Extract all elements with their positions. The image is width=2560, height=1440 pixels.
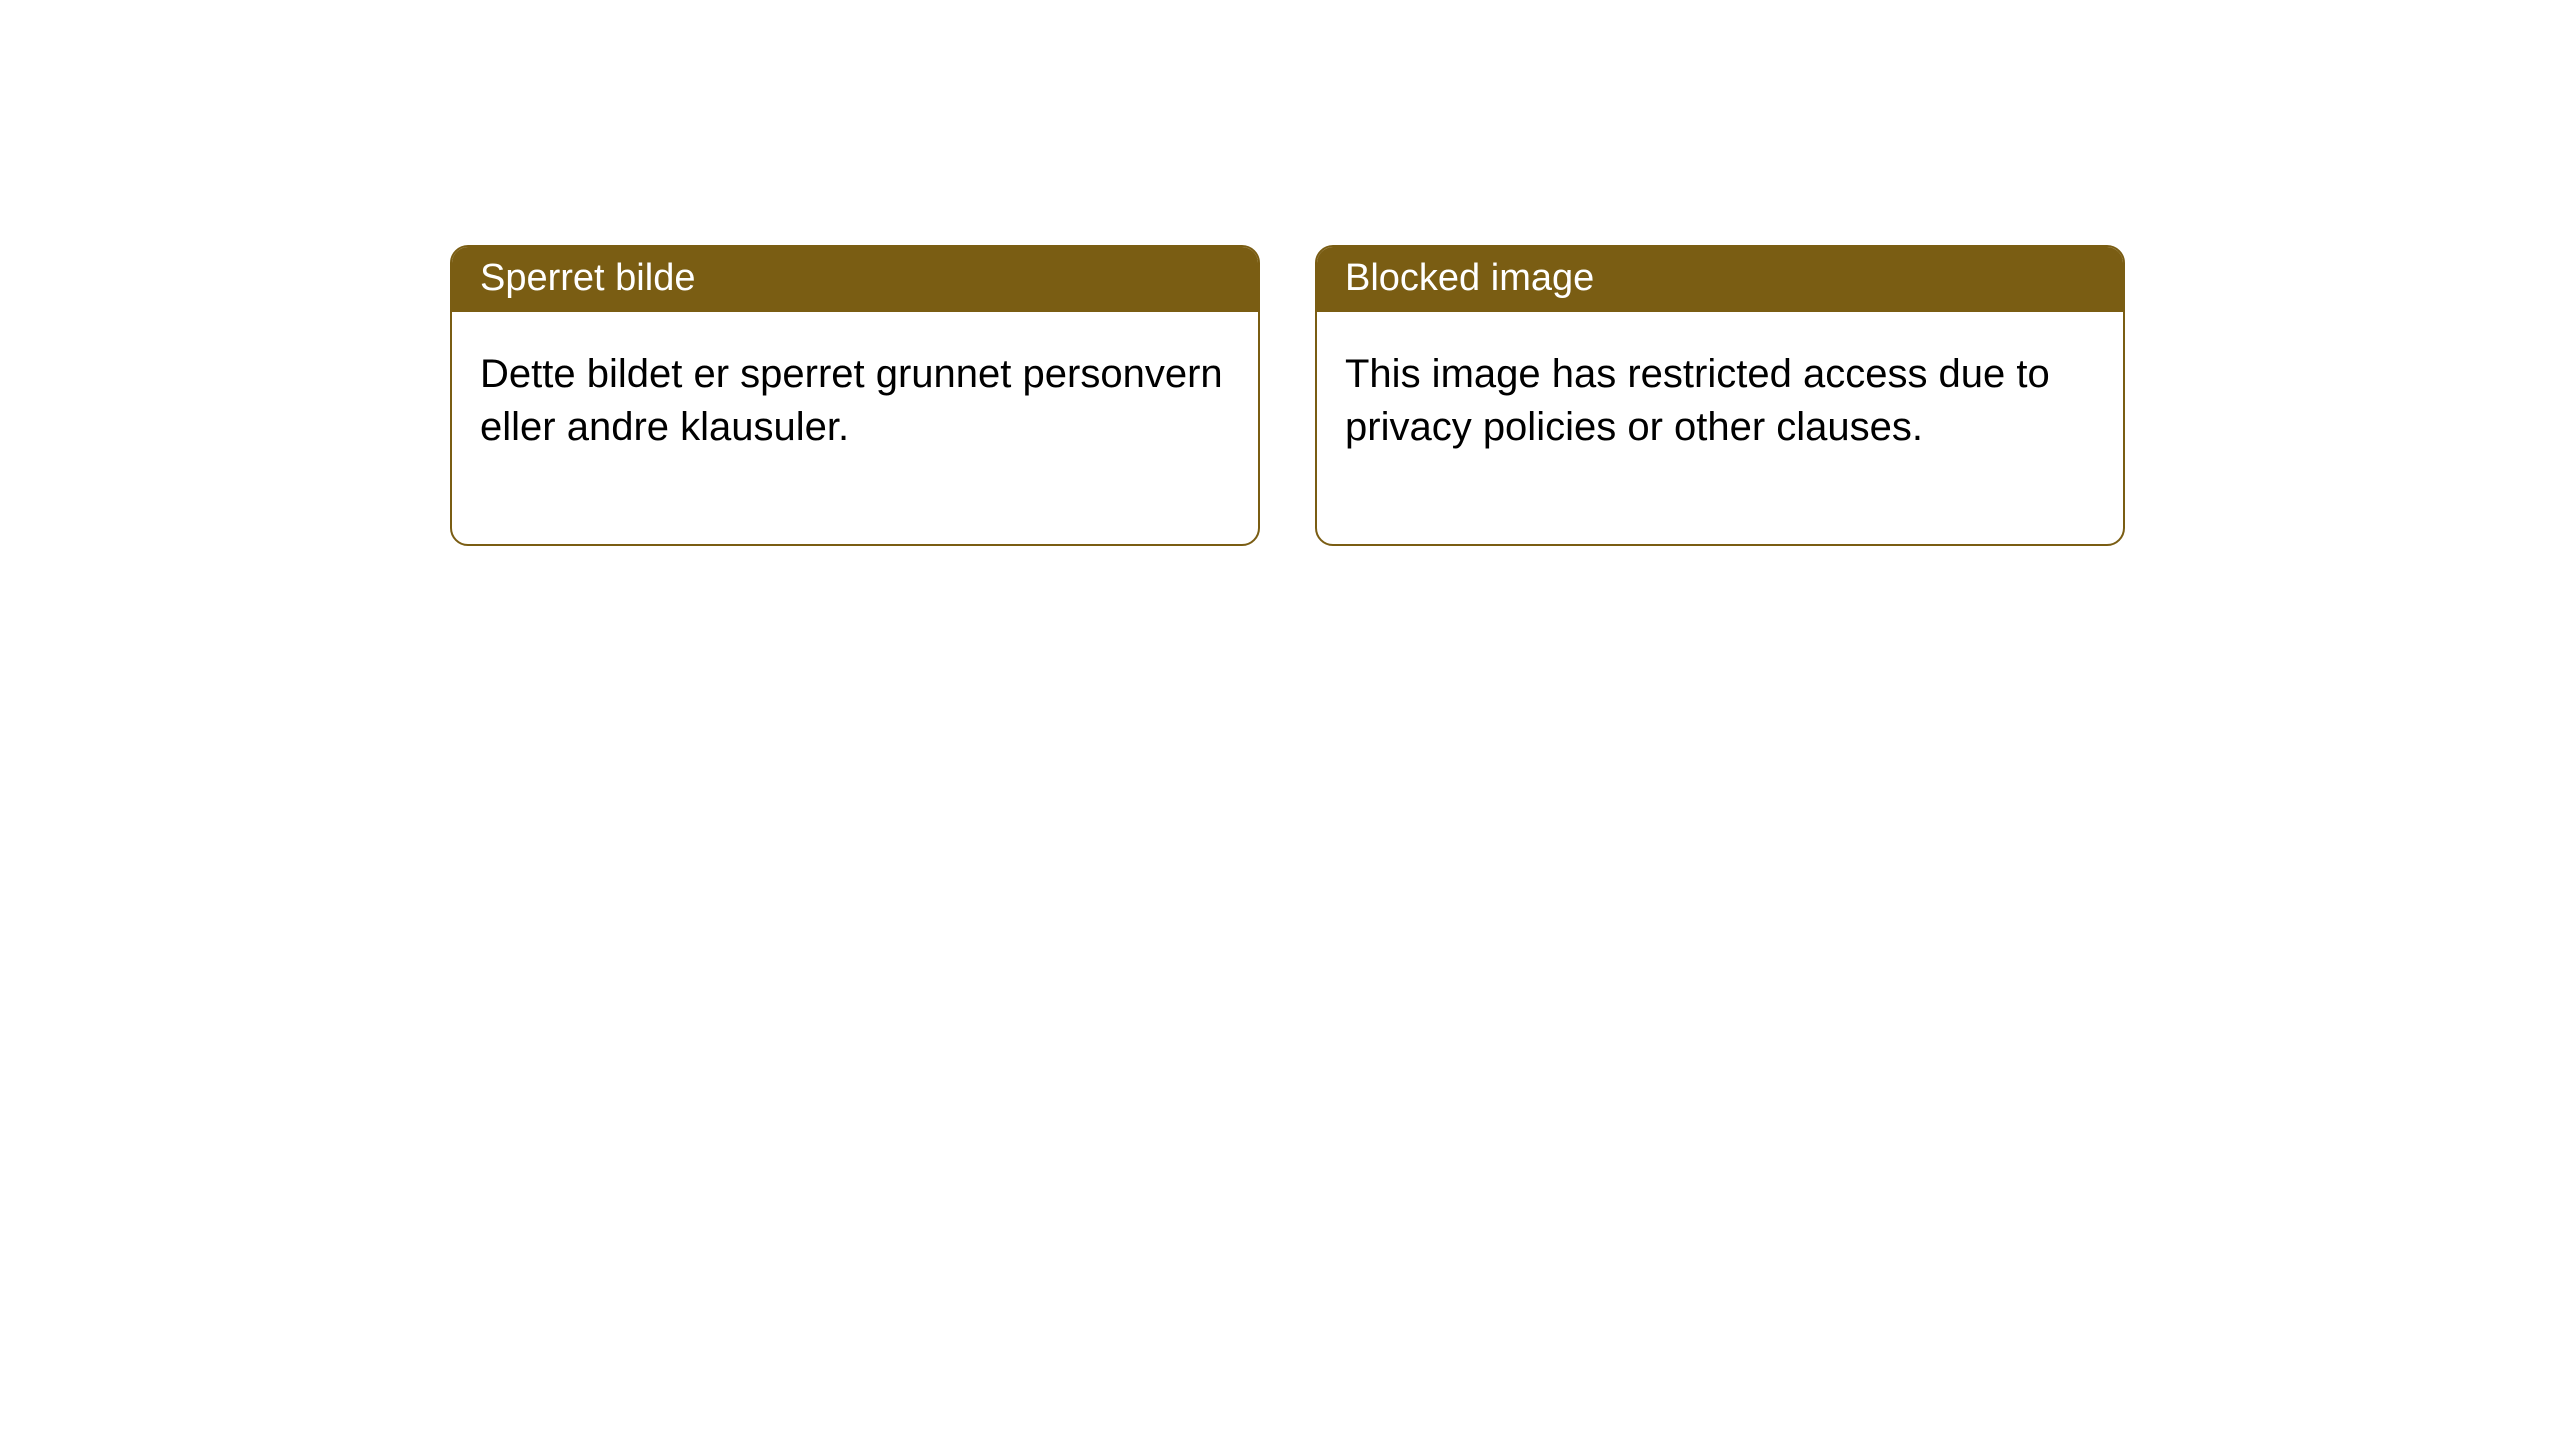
notice-title: Sperret bilde <box>452 247 1258 312</box>
notice-container: Sperret bilde Dette bildet er sperret gr… <box>0 0 2560 546</box>
notice-message: This image has restricted access due to … <box>1317 312 2123 544</box>
notice-card-english: Blocked image This image has restricted … <box>1315 245 2125 546</box>
notice-card-norwegian: Sperret bilde Dette bildet er sperret gr… <box>450 245 1260 546</box>
notice-message: Dette bildet er sperret grunnet personve… <box>452 312 1258 544</box>
notice-title: Blocked image <box>1317 247 2123 312</box>
